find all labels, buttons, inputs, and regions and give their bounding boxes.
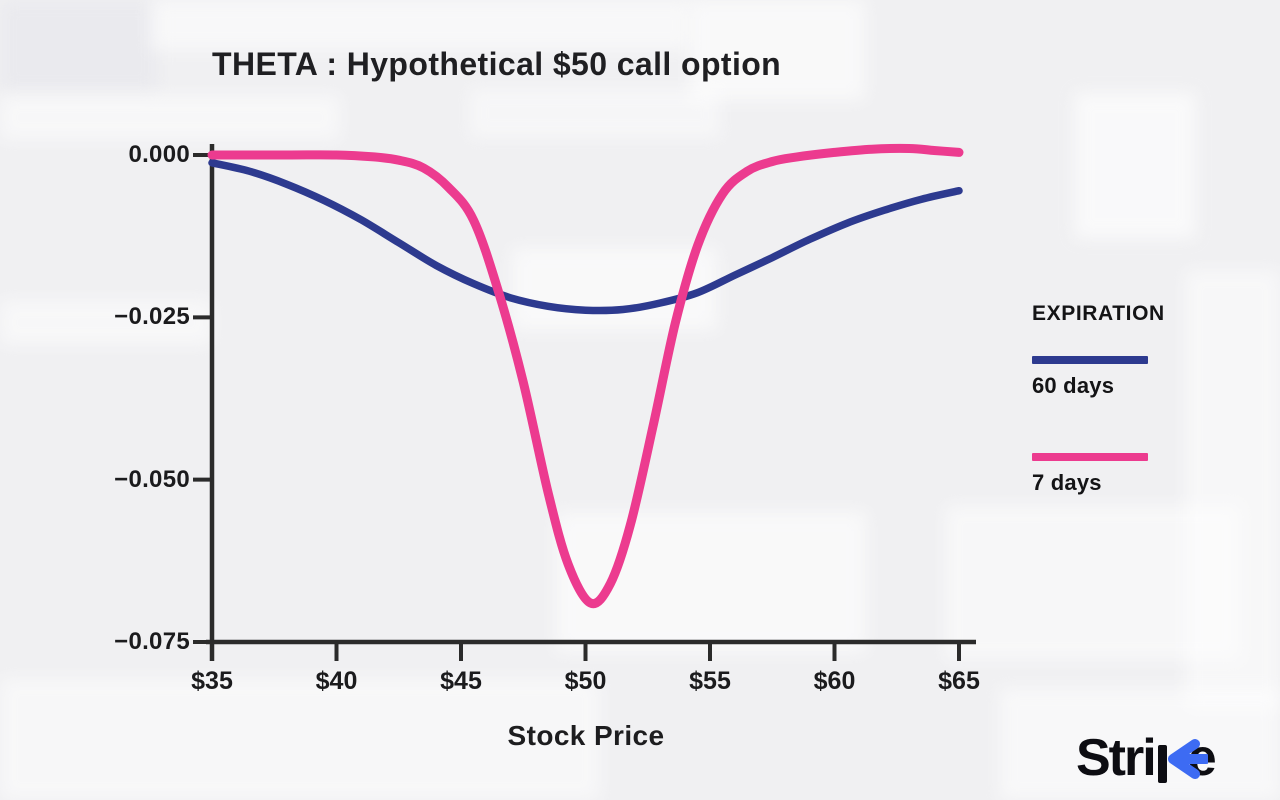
logo-text-prefix: Stri (1076, 729, 1157, 787)
legend: EXPIRATION 60 days 7 days (1032, 302, 1252, 496)
y-tick-label: −0.050 (114, 465, 190, 493)
y-tick-label: −0.025 (114, 303, 190, 331)
logo-arrow-icon (1167, 739, 1208, 779)
y-tick-label: −0.075 (114, 628, 190, 655)
series-line-7-days (207, 143, 964, 609)
y-tick-label: 0.000 (128, 141, 190, 168)
strike-logo: Stri e (1076, 722, 1217, 787)
x-tick-label: $55 (689, 667, 731, 695)
x-tick-label: $40 (315, 667, 358, 695)
axes (193, 144, 976, 661)
legend-label-60-days: 60 days (1032, 373, 1115, 398)
curves (207, 143, 964, 609)
x-tick-label: $50 (564, 667, 607, 695)
chart-title: THETA : Hypothetical $50 call option (212, 46, 782, 82)
x-tick-label: $60 (813, 667, 856, 695)
x-axis-title: Stock Price (507, 720, 665, 751)
x-tick-label: $45 (440, 667, 482, 695)
logo-k-stem (1157, 745, 1167, 783)
series-line-60-days (208, 159, 963, 315)
x-tick-label: $65 (938, 667, 980, 695)
legend-swatch-60-days (1032, 356, 1148, 364)
x-tick-label: $35 (191, 667, 233, 695)
legend-swatch-7-days (1032, 453, 1148, 461)
legend-label-7-days: 7 days (1032, 470, 1102, 495)
legend-title: EXPIRATION (1032, 302, 1165, 325)
